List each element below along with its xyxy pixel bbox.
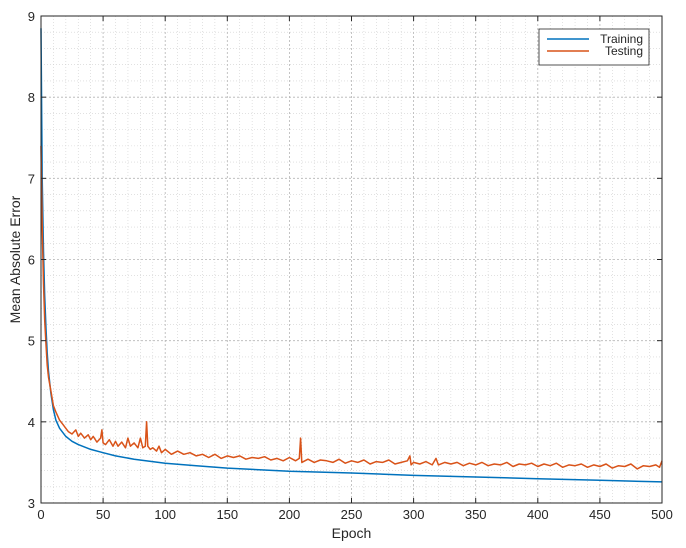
series-layer xyxy=(40,28,663,483)
ticks-layer: 0 50 100 150 200 250 300 350 400 450 500 3 4 5 6 7 8 9 xyxy=(28,9,673,522)
legend-label-testing: Testing xyxy=(605,44,643,58)
legend-box xyxy=(538,28,650,66)
x-tick-label: 500 xyxy=(651,507,673,522)
x-tick-label: 100 xyxy=(154,507,176,522)
x-tick-label: 0 xyxy=(37,507,44,522)
x-tick-label: 350 xyxy=(465,507,487,522)
x-tick-label: 50 xyxy=(96,507,110,522)
x-tick-label: 150 xyxy=(216,507,238,522)
series-line-training xyxy=(40,28,663,483)
x-tick-label: 250 xyxy=(341,507,363,522)
y-tick-label: 8 xyxy=(28,90,35,105)
y-tick-label: 6 xyxy=(28,253,35,268)
series-line-testing xyxy=(40,145,663,470)
y-tick-label: 9 xyxy=(28,9,35,24)
y-tick-label: 7 xyxy=(28,171,35,186)
major-grid xyxy=(41,16,662,503)
y-axis-label: Mean Absolute Error xyxy=(7,195,23,323)
y-tick-label: 3 xyxy=(28,496,35,511)
legend-label-training: Training xyxy=(600,32,643,46)
y-tick-label: 5 xyxy=(28,334,35,349)
y-tick-label: 4 xyxy=(28,415,35,430)
x-tick-label: 300 xyxy=(403,507,425,522)
x-tick-label: 400 xyxy=(527,507,549,522)
x-tick-label: 450 xyxy=(589,507,611,522)
x-axis-label: Epoch xyxy=(332,525,372,541)
x-tick-label: 200 xyxy=(279,507,301,522)
